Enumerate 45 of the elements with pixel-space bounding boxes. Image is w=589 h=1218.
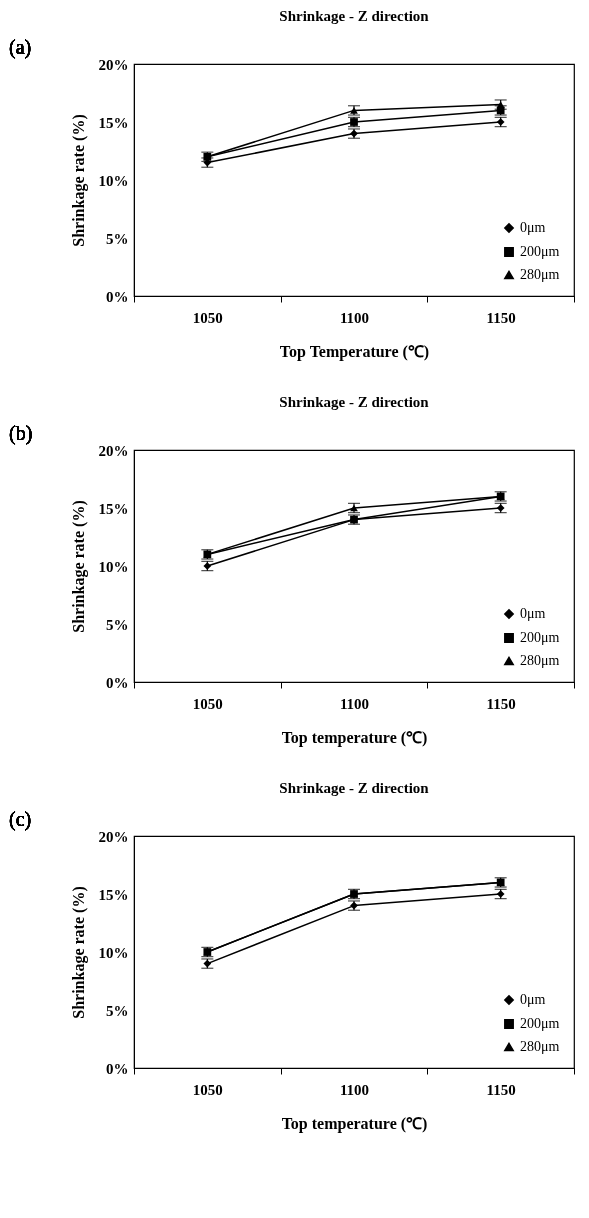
legend-label: 280μm xyxy=(520,267,560,282)
x-tick-label: 1100 xyxy=(339,309,370,326)
x-tick-label: 1150 xyxy=(486,695,516,712)
x-axis-title: Top temperature (℃) xyxy=(281,1114,428,1133)
x-tick-label: 1150 xyxy=(486,309,516,326)
x-tick-label: 1100 xyxy=(339,695,370,712)
legend-label: 200μm xyxy=(520,244,560,259)
y-tick-label: 15% xyxy=(98,114,129,131)
y-tick-label: 20% xyxy=(98,442,129,459)
legend-label: 280μm xyxy=(520,653,560,668)
y-tick-label: 15% xyxy=(98,886,129,903)
text: (c) xyxy=(9,808,32,831)
x-axis-title: Top temperature (℃) xyxy=(281,728,428,747)
chart-title: Shrinkage - Z direction xyxy=(279,780,430,796)
y-tick-label: 20% xyxy=(98,56,129,73)
legend-label: 200μm xyxy=(520,1016,560,1031)
y-tick-label: 5% xyxy=(106,616,129,633)
y-axis-title: Shrinkage rate (%) xyxy=(69,886,88,1019)
x-tick-label: 1050 xyxy=(192,309,223,326)
y-tick-label: 10% xyxy=(98,944,129,961)
y-tick-label: 20% xyxy=(98,828,129,845)
y-axis-title: Shrinkage rate (%) xyxy=(69,114,88,247)
chart-title: Shrinkage - Z direction xyxy=(279,8,430,24)
x-tick-label: 1050 xyxy=(192,1081,223,1098)
chart-title: Shrinkage - Z direction xyxy=(279,394,430,410)
legend-label: 0μm xyxy=(520,606,546,621)
x-axis-title: Top Temperature (℃) xyxy=(279,342,430,361)
x-tick-label: 1100 xyxy=(339,1081,370,1098)
y-axis-title: Shrinkage rate (%) xyxy=(69,500,88,633)
y-tick-label: 10% xyxy=(98,172,129,189)
y-tick-label: 15% xyxy=(98,500,129,517)
y-tick-label: 10% xyxy=(98,558,129,575)
x-tick-label: 1150 xyxy=(486,1081,516,1098)
y-tick-label: 5% xyxy=(106,230,129,247)
legend-label: 280μm xyxy=(520,1039,560,1054)
y-tick-label: 0% xyxy=(106,674,129,691)
text: (b) xyxy=(9,422,33,445)
x-tick-label: 1050 xyxy=(192,695,223,712)
legend-label: 200μm xyxy=(520,630,560,645)
y-tick-label: 0% xyxy=(106,288,129,305)
text: (a) xyxy=(9,36,32,59)
y-tick-label: 5% xyxy=(106,1002,129,1019)
legend-label: 0μm xyxy=(520,992,546,1007)
y-tick-label: 0% xyxy=(106,1060,129,1077)
legend-label: 0μm xyxy=(520,220,546,235)
